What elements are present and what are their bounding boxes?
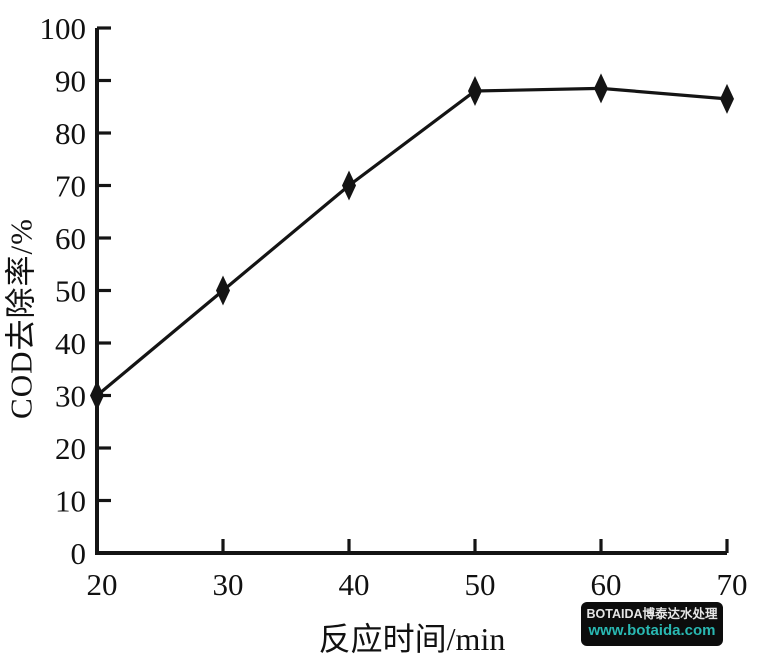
x-tick-label: 30	[213, 567, 244, 602]
data-point-marker	[216, 275, 230, 306]
data-point-marker	[720, 83, 734, 114]
y-tick-label: 100	[40, 11, 87, 46]
y-tick-label: 20	[55, 431, 86, 466]
data-point-marker	[90, 380, 104, 411]
y-tick-label: 80	[55, 116, 86, 151]
x-tick-label: 60	[591, 567, 622, 602]
watermark-url-text: www.botaida.com	[588, 622, 716, 640]
x-tick-label: 50	[465, 567, 496, 602]
y-tick-label: 0	[71, 536, 87, 571]
x-tick-label: 40	[339, 567, 370, 602]
y-tick-label: 90	[55, 64, 86, 99]
y-tick-label: 60	[55, 221, 86, 256]
watermark-badge: BOTAIDA博泰达水处理 www.botaida.com	[581, 602, 723, 646]
x-axis-label: 反应时间/min	[318, 621, 506, 657]
y-axis-label: COD去除率/%	[3, 218, 39, 419]
x-tick-label: 70	[717, 567, 748, 602]
watermark-brand-text: BOTAIDA博泰达水处理	[586, 606, 718, 621]
data-line	[95, 86, 728, 397]
y-tick-label: 30	[55, 379, 86, 414]
data-point-marker	[594, 73, 608, 104]
x-tick-label: 20	[87, 567, 118, 602]
data-point-marker	[342, 170, 356, 201]
y-tick-label: 70	[55, 169, 86, 204]
data-point-marker	[468, 76, 482, 106]
y-tick-label: 50	[55, 274, 86, 309]
y-tick-label: 40	[55, 326, 86, 361]
y-tick-label: 10	[55, 484, 86, 519]
